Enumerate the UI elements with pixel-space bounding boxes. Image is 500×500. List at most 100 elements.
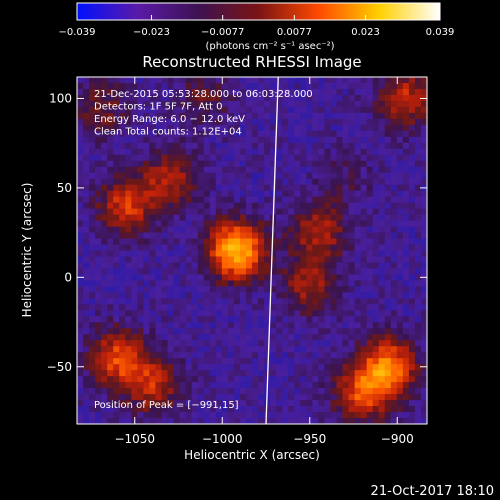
heatmap-cell [402, 196, 410, 204]
heatmap-cell [209, 238, 217, 245]
heatmap-cell [197, 280, 205, 287]
heatmap-cell [372, 364, 380, 371]
heatmap-cell [384, 196, 392, 204]
heatmap-cell [342, 172, 349, 180]
heatmap-cell [270, 136, 277, 144]
heatmap-cell [167, 184, 174, 192]
heatmap-cell [245, 316, 253, 323]
heatmap-cell [209, 304, 217, 311]
heatmap-cell [312, 190, 319, 198]
heatmap-cell [384, 268, 392, 275]
heatmap-cell [276, 412, 283, 419]
heatmap-cell [354, 316, 362, 323]
heatmap-cell [312, 256, 319, 263]
heatmap-cell [330, 316, 337, 323]
heatmap-cell [179, 262, 187, 269]
heatmap-cell [215, 382, 223, 389]
heatmap-cell [318, 220, 325, 227]
heatmap-cell [131, 412, 138, 419]
heatmap-cell [378, 77, 386, 84]
heatmap-cell [294, 154, 301, 162]
heatmap-cell [354, 340, 362, 347]
heatmap-cell [113, 220, 120, 227]
heatmap-cell [113, 208, 120, 215]
heatmap-cell [252, 202, 259, 210]
heatmap-cell [149, 130, 156, 138]
heatmap-cell [276, 274, 283, 281]
heatmap-cell [360, 82, 368, 90]
heatmap-cell [233, 340, 241, 347]
heatmap-cell [149, 412, 156, 419]
heatmap-cell [396, 118, 404, 126]
heatmap-cell [324, 166, 331, 174]
heatmap-cell [143, 238, 150, 245]
heatmap-cell [402, 214, 410, 221]
heatmap-cell [149, 322, 156, 329]
heatmap-cell [143, 358, 150, 365]
heatmap-cell [390, 268, 398, 275]
heatmap-cell [239, 298, 247, 305]
heatmap-cell [215, 88, 223, 96]
heatmap-cell [155, 328, 162, 335]
heatmap-cell [83, 94, 90, 102]
heatmap-cell [354, 412, 362, 419]
heatmap-cell [239, 100, 247, 108]
heatmap-cell [288, 346, 295, 353]
heatmap-cell [264, 322, 271, 329]
heatmap-cell [420, 364, 427, 371]
heatmap-cell [125, 190, 132, 198]
heatmap-cell [113, 280, 120, 287]
heatmap-cell [185, 346, 193, 353]
heatmap-cell [221, 136, 229, 144]
heatmap-cell [101, 154, 108, 162]
heatmap-cell [294, 232, 301, 239]
heatmap-cell [288, 196, 295, 204]
heatmap-cell [366, 142, 374, 150]
heatmap-cell [354, 82, 362, 90]
heatmap-cell [384, 394, 392, 401]
heatmap-cell [119, 382, 126, 389]
heatmap-cell [276, 190, 283, 198]
heatmap-cell [101, 370, 108, 377]
heatmap-cell [384, 262, 392, 269]
heatmap-cell [306, 106, 313, 114]
heatmap-cell [360, 214, 368, 221]
heatmap-cell [276, 166, 283, 174]
heatmap-cell [276, 310, 283, 317]
heatmap-cell [119, 292, 126, 299]
heatmap-cell [396, 310, 404, 317]
heatmap-cell [149, 77, 156, 84]
heatmap-cell [276, 112, 283, 120]
heatmap-cell [209, 112, 217, 120]
heatmap-cell [107, 286, 114, 293]
heatmap-cell [107, 364, 114, 371]
heatmap-cell [107, 304, 114, 311]
heatmap-cell [173, 286, 180, 293]
heatmap-cell [348, 100, 355, 108]
heatmap-cell [221, 154, 229, 162]
heatmap-cell [209, 244, 217, 251]
heatmap-cell [215, 418, 223, 424]
heatmap-cell [203, 268, 211, 275]
heatmap-cell [143, 100, 150, 108]
heatmap-cell [276, 124, 283, 132]
heatmap-cell [300, 178, 307, 186]
heatmap-cell [209, 100, 217, 108]
heatmap-cell [119, 77, 126, 84]
heatmap-cell [420, 142, 427, 150]
heatmap-cell [119, 196, 126, 204]
heatmap-cell [185, 268, 193, 275]
heatmap-cell [137, 130, 144, 138]
heatmap-cell [282, 394, 289, 401]
heatmap-cell [173, 100, 180, 108]
heatmap-cell [155, 190, 162, 198]
heatmap-cell [113, 178, 120, 186]
colorbar-unit-label: (photons cm⁻² s⁻¹ asec⁻²) [205, 41, 334, 52]
heatmap-cell [155, 280, 162, 287]
heatmap-cell [161, 310, 168, 317]
heatmap-cell [354, 88, 362, 96]
heatmap-cell [209, 364, 217, 371]
heatmap-cell [318, 394, 325, 401]
heatmap-cell [167, 418, 174, 424]
heatmap-cell [402, 118, 410, 126]
